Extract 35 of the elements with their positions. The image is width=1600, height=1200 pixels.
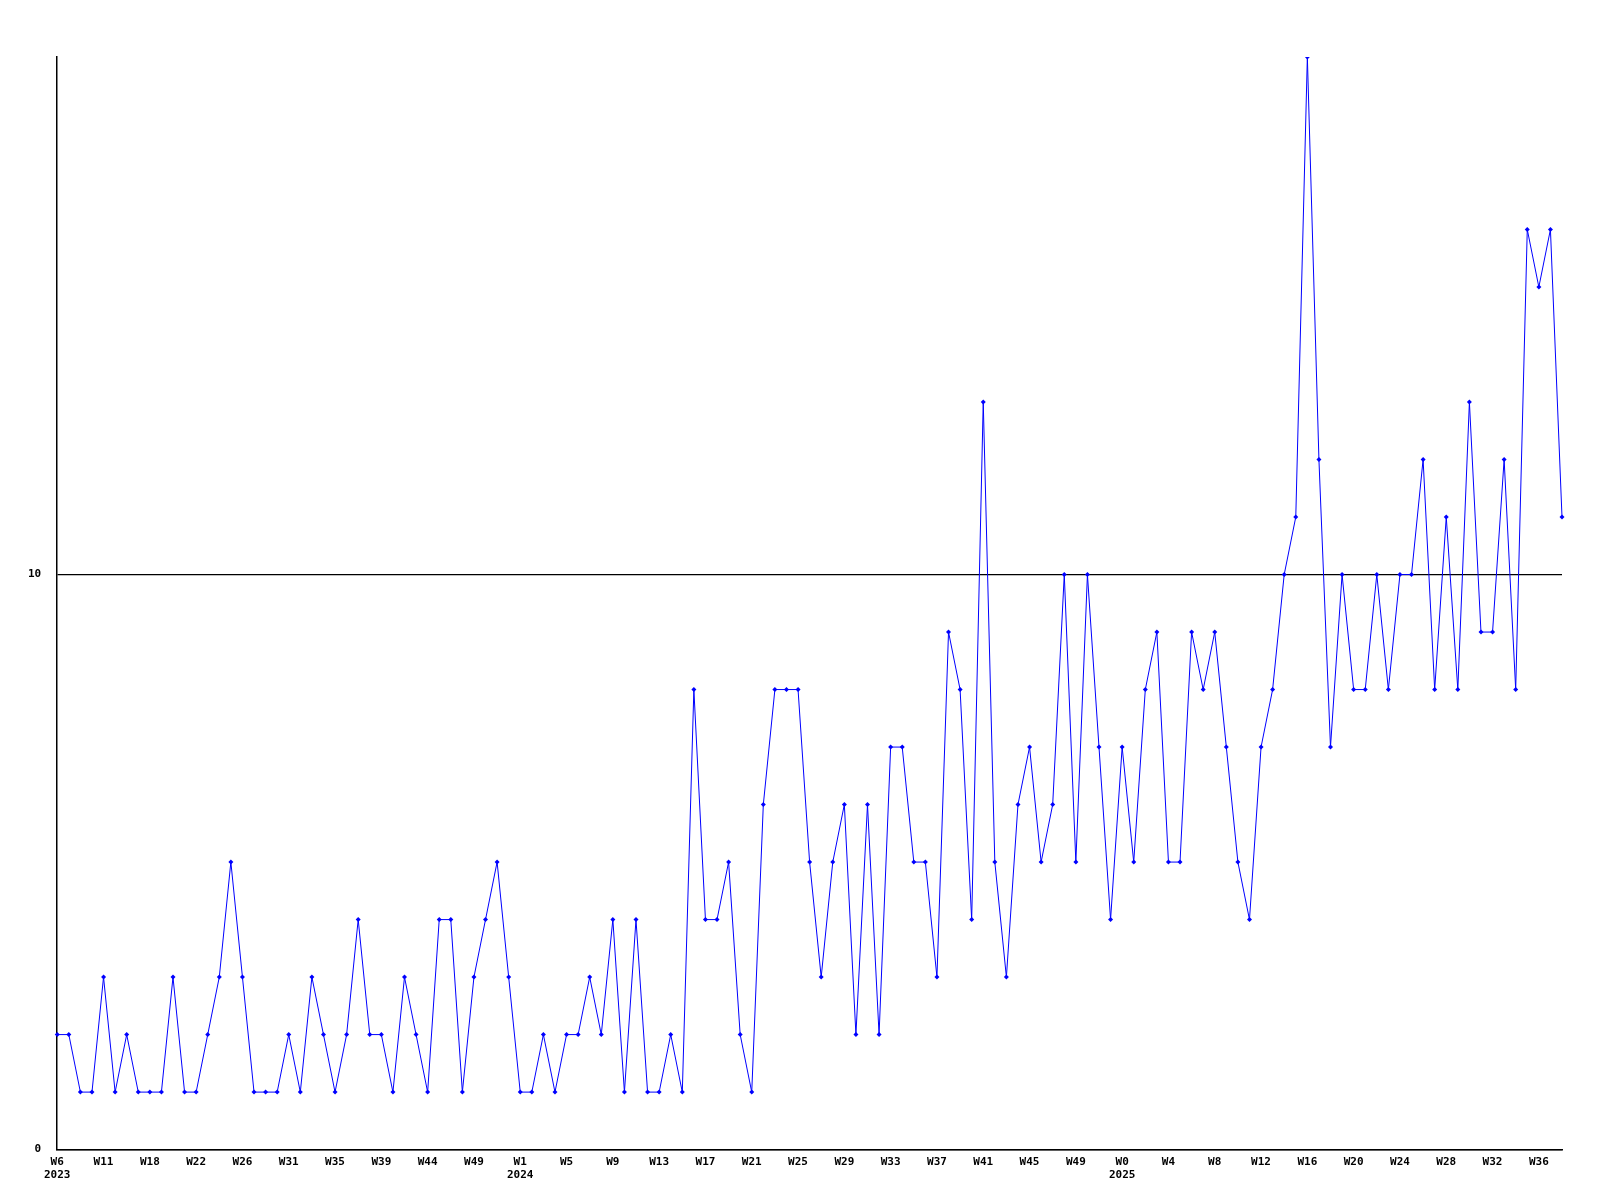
x-tick-label: W35 <box>325 1155 345 1169</box>
x-tick-label: W32 <box>1482 1155 1503 1169</box>
x-tick-label: W6 2023 <box>44 1155 71 1182</box>
x-tick-label: W20 <box>1343 1155 1364 1169</box>
x-tick-label: W16 <box>1297 1155 1318 1169</box>
x-tick-label: W17 <box>695 1155 716 1169</box>
x-tick-label: W36 <box>1528 1155 1550 1169</box>
x-tick-label: W25 <box>788 1155 808 1169</box>
x-tick-label: W39 <box>371 1155 392 1169</box>
x-tick-label: W45 <box>1019 1155 1040 1169</box>
x-tick-label: W44 <box>417 1155 438 1169</box>
x-tick-label: W28 <box>1436 1155 1457 1169</box>
x-tick-label: W13 <box>649 1155 670 1169</box>
x-tick-label: W31 <box>278 1155 300 1169</box>
x-tick-label: W9 <box>606 1155 620 1169</box>
x-tick-label: W37 <box>927 1155 947 1169</box>
x-tick-label: W49 <box>464 1155 484 1169</box>
x-tick-label: W26 <box>232 1155 253 1169</box>
x-tick-label: W11 <box>93 1155 114 1169</box>
y-tick-label: 0 <box>34 1142 42 1156</box>
x-tick-label: W8 <box>1208 1155 1222 1169</box>
x-tick-label: W49 <box>1065 1155 1086 1169</box>
x-tick-label: W24 <box>1390 1155 1411 1169</box>
x-tick-label: W5 <box>559 1155 574 1169</box>
x-tick-label: W18 <box>139 1155 160 1169</box>
x-tick-label: W22 <box>186 1155 207 1169</box>
x-tick-label: W12 <box>1251 1155 1271 1169</box>
y-tick-label: 10 <box>28 567 42 581</box>
x-tick-label: W1 2024 <box>507 1155 534 1182</box>
x-tick-label: W0 2025 <box>1108 1155 1136 1182</box>
x-tick-label: W21 <box>741 1155 763 1169</box>
x-tick-label: W29 <box>834 1155 855 1169</box>
x-tick-label: W33 <box>880 1155 901 1169</box>
x-tick-label: W41 <box>973 1155 994 1169</box>
x-tick-label: W4 <box>1161 1155 1176 1169</box>
